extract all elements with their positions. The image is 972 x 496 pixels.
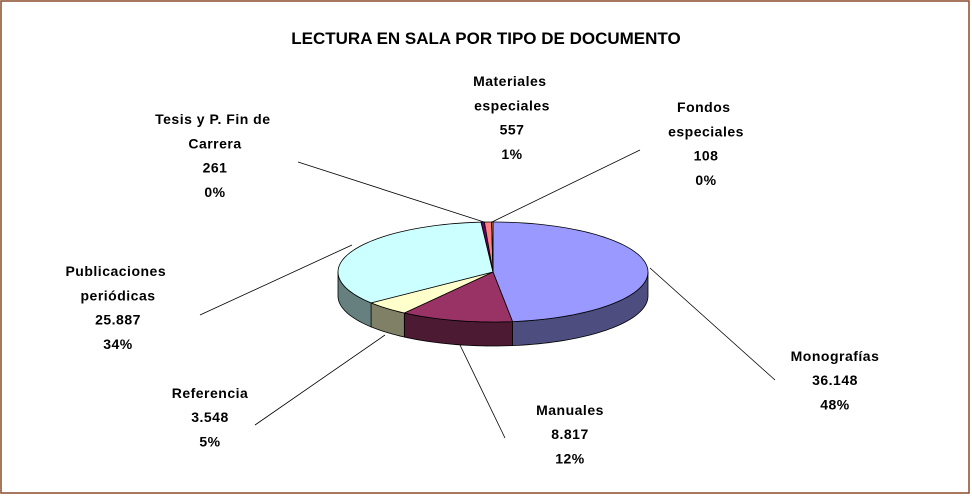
chart-title: LECTURA EN SALA POR TIPO DE DOCUMENTO — [291, 29, 680, 48]
data-label-percent: 1% — [501, 146, 522, 162]
label-line: Materiales — [473, 73, 551, 89]
data-label-percent: 48% — [820, 397, 850, 413]
data-label-value: 557 — [500, 122, 525, 138]
leader-line — [254, 334, 386, 426]
data-label-category: Publicaciones periódicas — [65, 263, 170, 304]
label-line: periódicas — [80, 287, 155, 303]
pie-slice — [403, 271, 514, 323]
pie-slice — [337, 221, 494, 304]
data-label-value: 261 — [203, 160, 228, 176]
data-label-category: Monografías — [791, 348, 880, 364]
data-label-category: Referencia — [172, 385, 249, 401]
leader-line — [649, 267, 776, 381]
pie-slice — [369, 271, 494, 314]
label-line: Monografías — [791, 348, 880, 364]
label-line: Carrera — [188, 135, 241, 151]
data-label-category: Materiales especiales — [473, 73, 551, 114]
label-line: Referencia — [172, 385, 249, 401]
label-line: Fondos — [677, 99, 735, 115]
data-label-percent: 12% — [555, 451, 585, 467]
data-label-percent: 5% — [199, 434, 220, 450]
data-label-value: 108 — [694, 148, 719, 164]
leader-line — [199, 244, 353, 316]
leader-line — [459, 344, 506, 439]
data-label-category: Manuales — [536, 402, 604, 418]
pie-slice — [492, 221, 649, 323]
label-line: especiales — [668, 123, 744, 139]
data-label-value: 36.148 — [812, 372, 858, 388]
data-label-percent: 0% — [204, 184, 225, 200]
data-label-percent: 34% — [103, 336, 133, 352]
data-label-value: 8.817 — [551, 426, 589, 442]
data-label-value: 25.887 — [95, 312, 141, 328]
data-label-value: 3.548 — [191, 409, 229, 425]
label-line: Publicaciones — [65, 263, 170, 279]
leader-line — [297, 161, 485, 223]
data-label-category: Tesis y P. Fin de Carrera — [155, 111, 275, 152]
data-label-category: Fondos especiales — [668, 99, 744, 140]
label-line: especiales — [474, 97, 550, 113]
label-line: Manuales — [536, 402, 604, 418]
label-line: Tesis y P. Fin de — [155, 111, 275, 127]
data-label-percent: 0% — [695, 172, 716, 188]
leader-line — [491, 149, 641, 223]
